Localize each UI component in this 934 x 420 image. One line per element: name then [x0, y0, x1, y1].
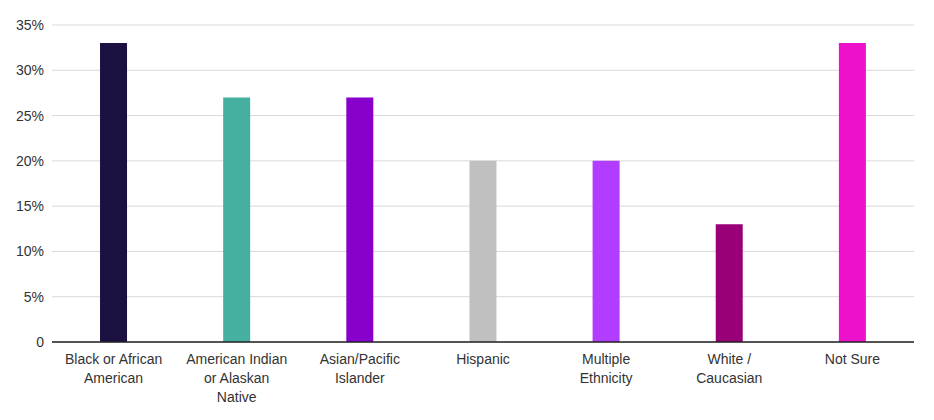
svg-text:Hispanic: Hispanic: [456, 351, 510, 367]
svg-text:0: 0: [36, 334, 44, 350]
svg-text:White /Caucasian: White /Caucasian: [696, 351, 762, 386]
svg-text:10%: 10%: [16, 243, 44, 259]
svg-text:30%: 30%: [16, 62, 44, 78]
svg-text:15%: 15%: [16, 198, 44, 214]
svg-text:American Indianor AlaskanNativ: American Indianor AlaskanNative: [186, 351, 287, 405]
svg-text:MultipleEthnicity: MultipleEthnicity: [580, 351, 633, 386]
svg-text:25%: 25%: [16, 108, 44, 124]
svg-text:5%: 5%: [24, 289, 44, 305]
svg-text:Black or AfricanAmerican: Black or AfricanAmerican: [65, 351, 162, 386]
svg-text:20%: 20%: [16, 153, 44, 169]
svg-text:Asian/PacificIslander: Asian/PacificIslander: [320, 351, 400, 386]
svg-text:35%: 35%: [16, 17, 44, 33]
svg-text:Not Sure: Not Sure: [825, 351, 880, 367]
